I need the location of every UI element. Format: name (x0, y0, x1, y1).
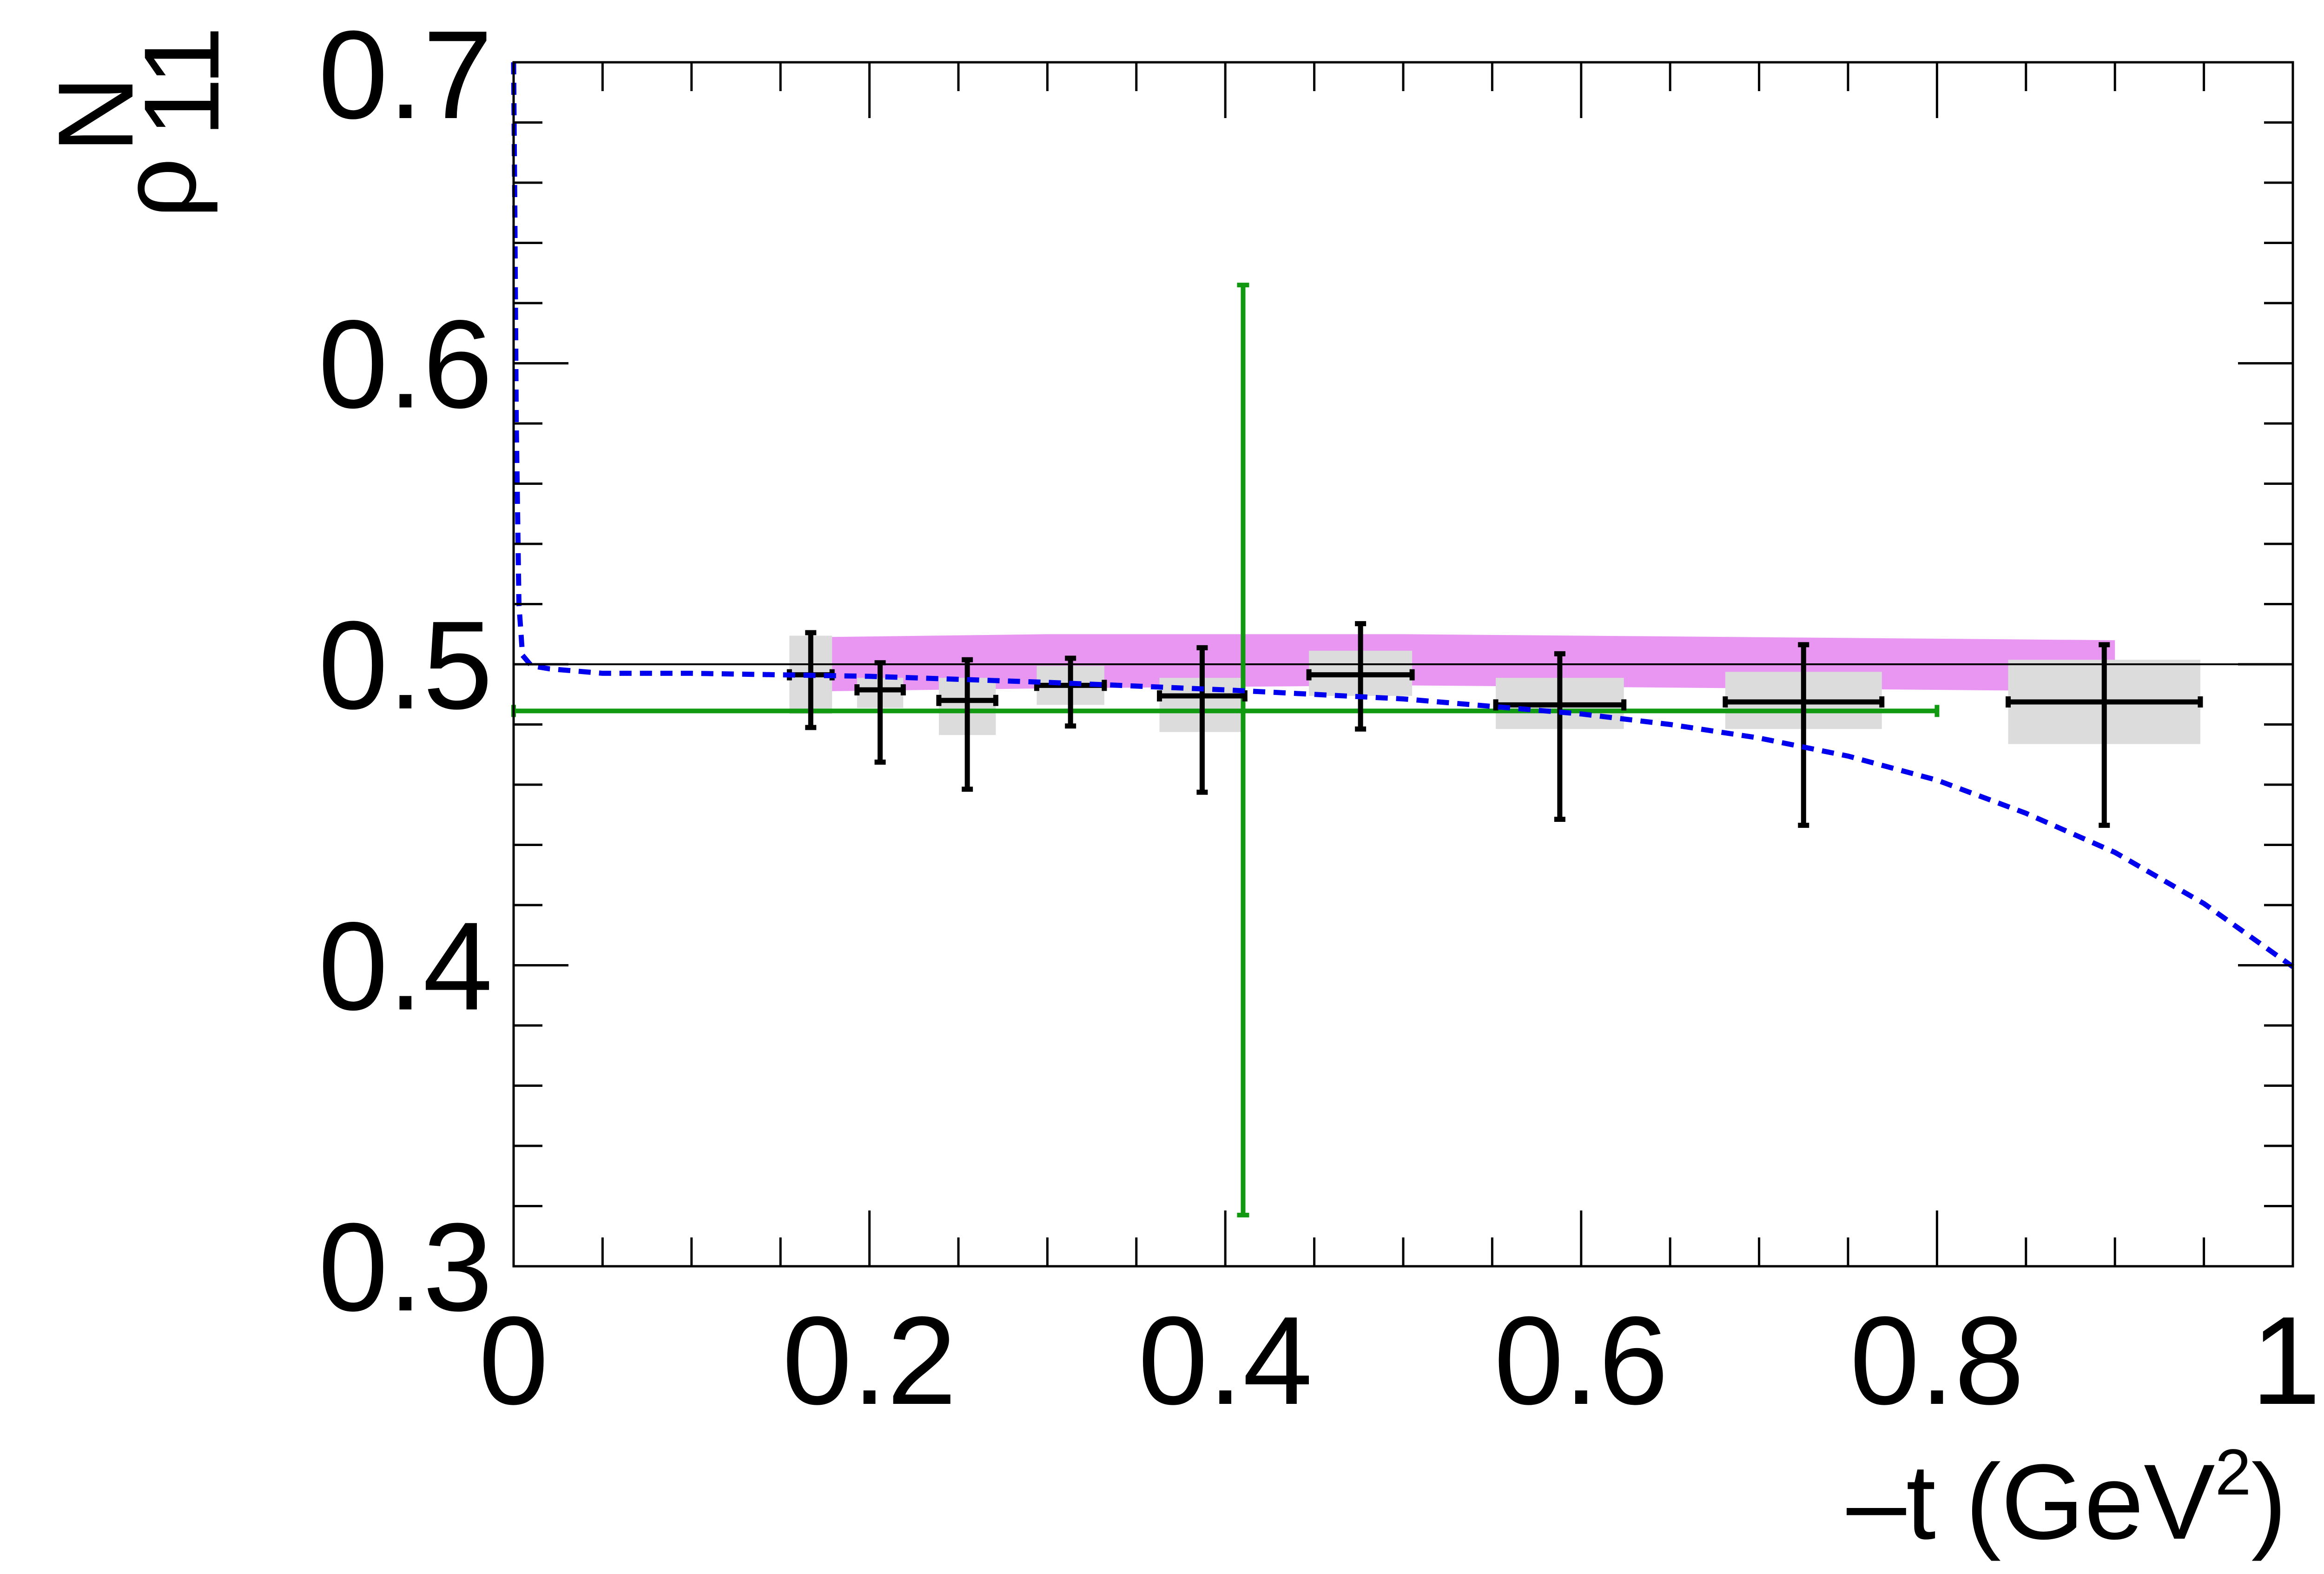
model-curve-layer (511, 62, 2295, 969)
y-axis: 0.3 0.4 0.5 0.6 0.7 (318, 5, 2293, 1337)
x-axis-label-main: –t (GeV (1847, 1442, 2215, 1561)
x-tick-label: 0 (479, 1291, 548, 1431)
y-axis-label-sub: 11 (122, 26, 241, 137)
x-axis-label: –t (GeV2) (1847, 1435, 2287, 1561)
x-axis-label-close: ) (2251, 1442, 2287, 1561)
y-tick-label: 0.6 (318, 295, 493, 435)
model-curve (511, 62, 2295, 969)
data-points-layer (786, 621, 2203, 828)
x-tick-label: 0.4 (1138, 1291, 1313, 1431)
svg-text:ρN11: ρN11 (36, 26, 241, 218)
y-tick-label: 0.5 (318, 595, 493, 735)
x-axis-label-sup: 2 (2215, 1435, 2251, 1508)
x-tick-label: 1 (2251, 1291, 2321, 1431)
y-tick-label: 0.7 (318, 5, 493, 145)
y-tick-label: 0.3 (318, 1197, 493, 1337)
y-axis-label-sup: N (36, 76, 155, 153)
y-tick-label: 0.4 (318, 897, 493, 1037)
x-tick-label: 0.2 (782, 1291, 957, 1431)
y-axis-label-symbol: ρ (99, 158, 218, 218)
x-axis: 0 0.2 0.4 0.6 0.8 1 (479, 62, 2321, 1431)
average-point-layer (511, 283, 1940, 1217)
x-tick-label: 0.6 (1494, 1291, 1668, 1431)
x-tick-label: 0.8 (1850, 1291, 2024, 1431)
y-axis-label: ρN11 (36, 26, 241, 218)
